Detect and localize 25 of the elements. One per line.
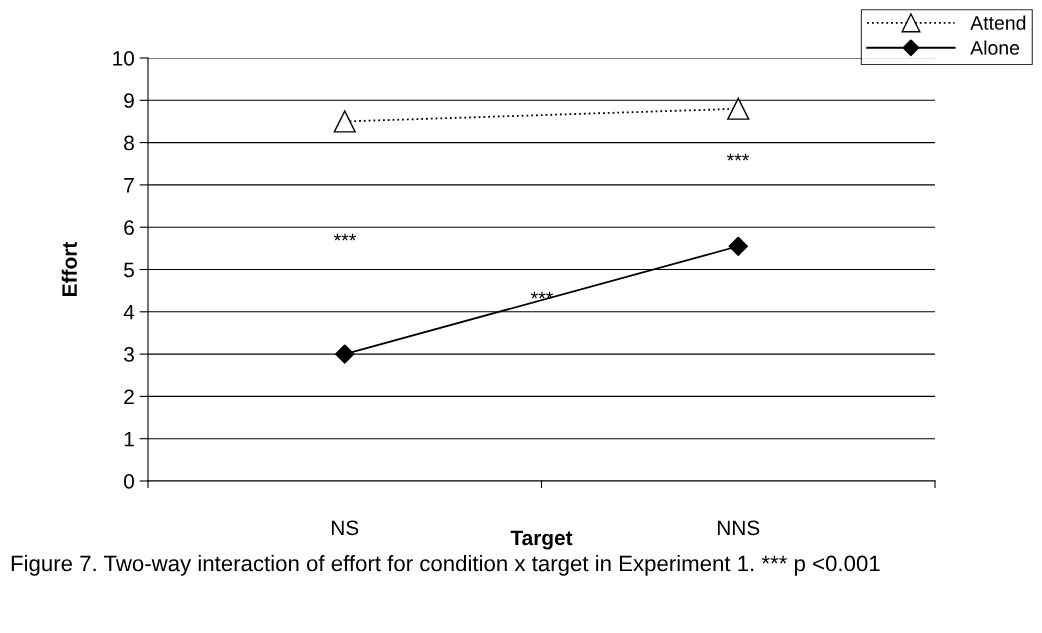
y-tick-label: 1: [124, 431, 134, 447]
y-tick-label: 9: [124, 93, 134, 109]
y-tick-label: 8: [124, 135, 134, 151]
y-tick-label: 6: [124, 220, 134, 235]
x-tick-label: NNS: [717, 520, 760, 536]
annotation: ***: [530, 291, 554, 299]
point: [333, 110, 356, 133]
y-tick-label: 2: [124, 389, 134, 404]
caption: Figure 7. Two-way interaction of effort for condition x target in Experiment 1. *** p <0.001: [11, 555, 880, 576]
y-tick-label: 3: [124, 347, 134, 362]
y-tick-label: 4: [123, 305, 135, 320]
y-axis-title: Effort: [61, 241, 77, 296]
legend-label: Attend: [970, 15, 1026, 30]
x-axis-title: Target: [510, 530, 573, 550]
annotation: ***: [333, 233, 357, 241]
legend-label: Alone: [970, 40, 1020, 55]
y-tick-label: 10: [113, 51, 134, 66]
point: [728, 236, 748, 256]
y-tick-label: 5: [124, 262, 134, 278]
point: [335, 344, 355, 364]
x-tick-label: NS: [331, 520, 359, 536]
y-tick-label: 7: [124, 178, 134, 193]
point: [727, 97, 750, 120]
annotation: ***: [726, 153, 750, 161]
y-tick-label: 0: [124, 474, 134, 489]
